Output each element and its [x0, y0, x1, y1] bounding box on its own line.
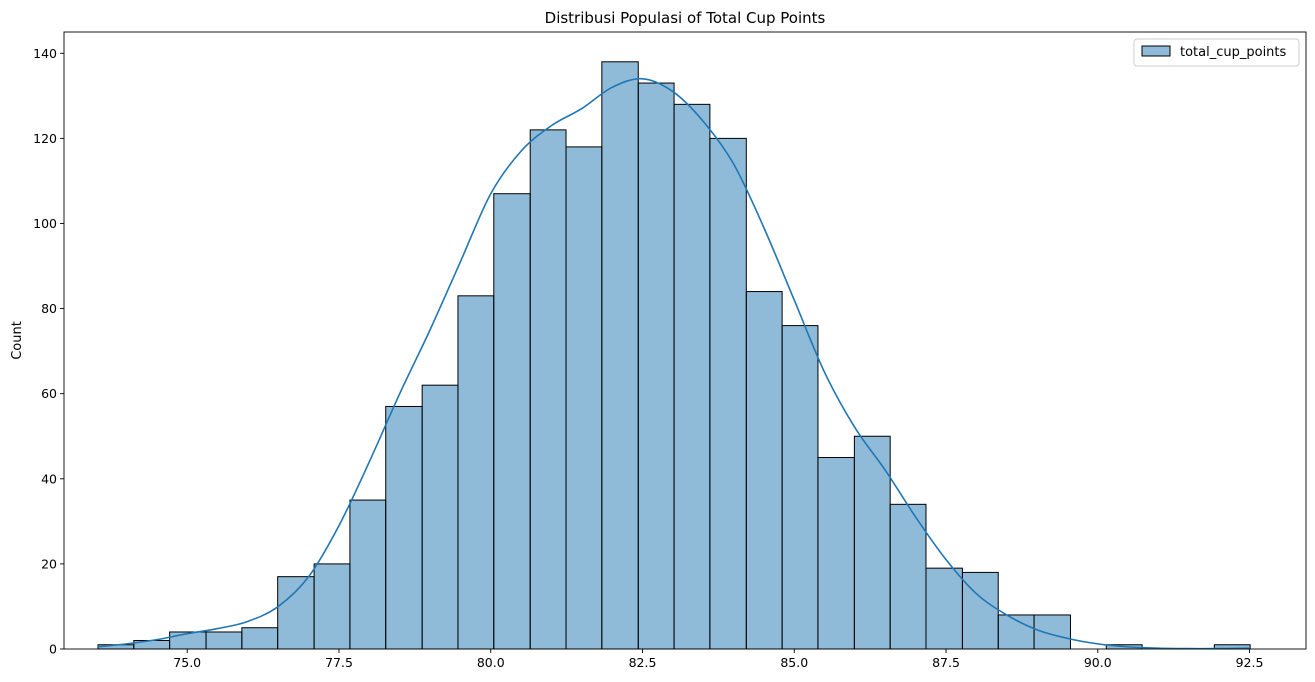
histogram-bar: [277, 576, 315, 650]
histogram-bar: [853, 435, 891, 650]
histogram-bar: [961, 571, 999, 650]
legend-swatch: [1141, 45, 1171, 57]
histogram-bar: [205, 631, 243, 650]
histogram-bar: [421, 384, 459, 650]
histogram-bar: [601, 61, 639, 650]
y-axis-label: Count: [10, 321, 25, 360]
histogram-bar: [385, 405, 423, 650]
histogram-bar: [1033, 614, 1071, 650]
histogram-bar: [889, 503, 927, 650]
kde-curve: [97, 77, 1251, 650]
y-tick-label: 20: [41, 556, 57, 571]
y-tick-label: 0: [49, 642, 57, 657]
histogram-bar: [709, 137, 747, 650]
histogram-bar: [241, 627, 279, 650]
y-tick-label: 120: [33, 131, 57, 146]
histogram-bar: [529, 129, 567, 650]
x-axis-ticks: 75.0 77.5 80.0 82.5 85.0 87.5 90.0 92.5: [173, 649, 1263, 670]
x-tick-label: 92.5: [1236, 655, 1264, 670]
y-tick-label: 140: [33, 46, 57, 61]
y-tick-label: 60: [41, 386, 57, 401]
y-tick-label: 40: [41, 471, 57, 486]
y-axis-ticks: 0 20 40 60 80 100 120 140: [33, 46, 64, 657]
histogram-bar: [817, 457, 855, 650]
histogram-bar: [565, 146, 603, 650]
y-tick-label: 80: [41, 301, 57, 316]
x-tick-label: 87.5: [932, 655, 960, 670]
histogram-bar: [637, 82, 675, 650]
histogram-bar: [349, 499, 387, 650]
legend: total_cup_points: [1133, 38, 1300, 67]
histogram-bar: [781, 325, 819, 650]
histogram-bar: [457, 295, 495, 650]
x-tick-label: 82.5: [629, 655, 657, 670]
histogram-bar: [673, 103, 711, 650]
x-tick-label: 75.0: [173, 655, 201, 670]
x-tick-label: 90.0: [1084, 655, 1112, 670]
x-tick-label: 80.0: [477, 655, 505, 670]
histogram-bar: [493, 193, 531, 650]
x-tick-label: 77.5: [325, 655, 353, 670]
histogram-bar: [925, 567, 963, 650]
chart-title: Distribusi Populasi of Total Cup Points: [545, 9, 826, 27]
legend-label: total_cup_points: [1180, 45, 1287, 60]
axes-frame: [63, 31, 1307, 650]
histogram-bar: [169, 631, 207, 650]
legend-frame: [1133, 38, 1300, 67]
x-tick-label: 85.0: [780, 655, 808, 670]
histogram-bar: [745, 291, 783, 650]
y-tick-label: 100: [33, 216, 57, 231]
histogram-bars: [97, 61, 1251, 650]
histogram-bar: [313, 563, 351, 650]
